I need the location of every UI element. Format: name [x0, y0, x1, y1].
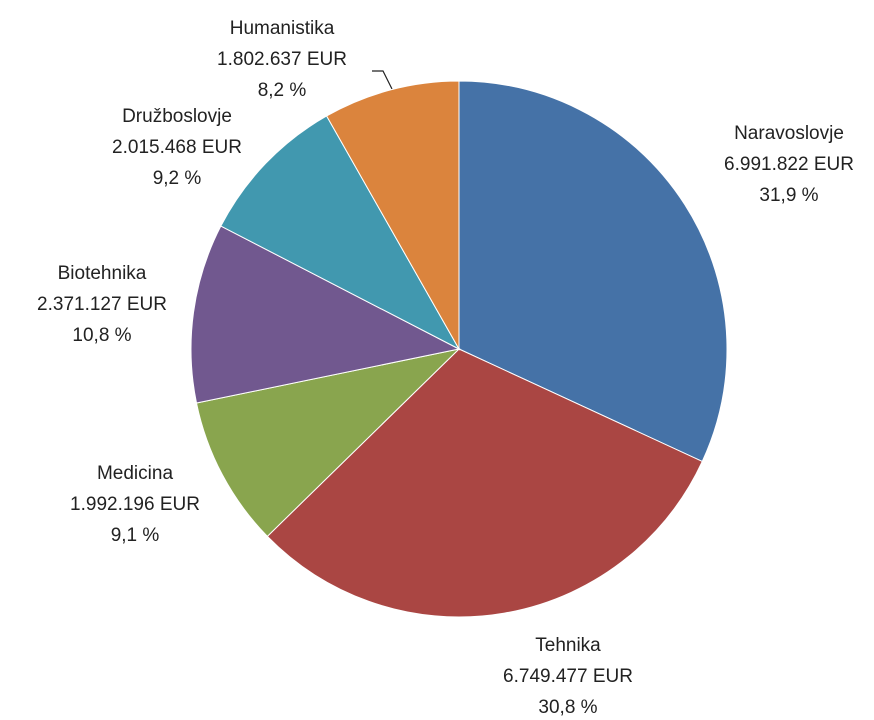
pie-slice — [195, 348, 461, 538]
slice-category-label: Družboslovje — [122, 106, 232, 127]
slice-percent-label: 30,8 % — [538, 697, 597, 718]
slice-percent-label: 9,2 % — [153, 168, 202, 189]
slice-value-label: 1.802.637 EUR — [217, 49, 347, 70]
pie-slice — [190, 225, 461, 404]
slice-value-label: 2.015.468 EUR — [112, 137, 242, 158]
slice-category-label: Naravoslovje — [734, 123, 844, 144]
slice-value-label: 6.991.822 EUR — [724, 154, 854, 175]
slice-percent-label: 9,1 % — [111, 525, 160, 546]
slice-percent-label: 10,8 % — [72, 325, 131, 346]
slice-category-label: Biotehnika — [58, 263, 147, 284]
slice-value-label: 6.749.477 EUR — [503, 666, 633, 687]
slice-percent-label: 31,9 % — [759, 185, 818, 206]
pie-slice — [220, 115, 461, 351]
slice-value-label: 1.992.196 EUR — [70, 494, 200, 515]
pie-slice — [458, 80, 728, 463]
leader-line — [372, 70, 393, 90]
slice-category-label: Humanistika — [230, 18, 335, 39]
pie-slice — [266, 348, 703, 618]
slice-value-label: 2.371.127 EUR — [37, 294, 167, 315]
slice-percent-label: 8,2 % — [258, 80, 307, 101]
pie-slice — [325, 80, 460, 351]
slice-category-label: Tehnika — [535, 635, 601, 656]
slice-category-label: Medicina — [97, 463, 173, 484]
